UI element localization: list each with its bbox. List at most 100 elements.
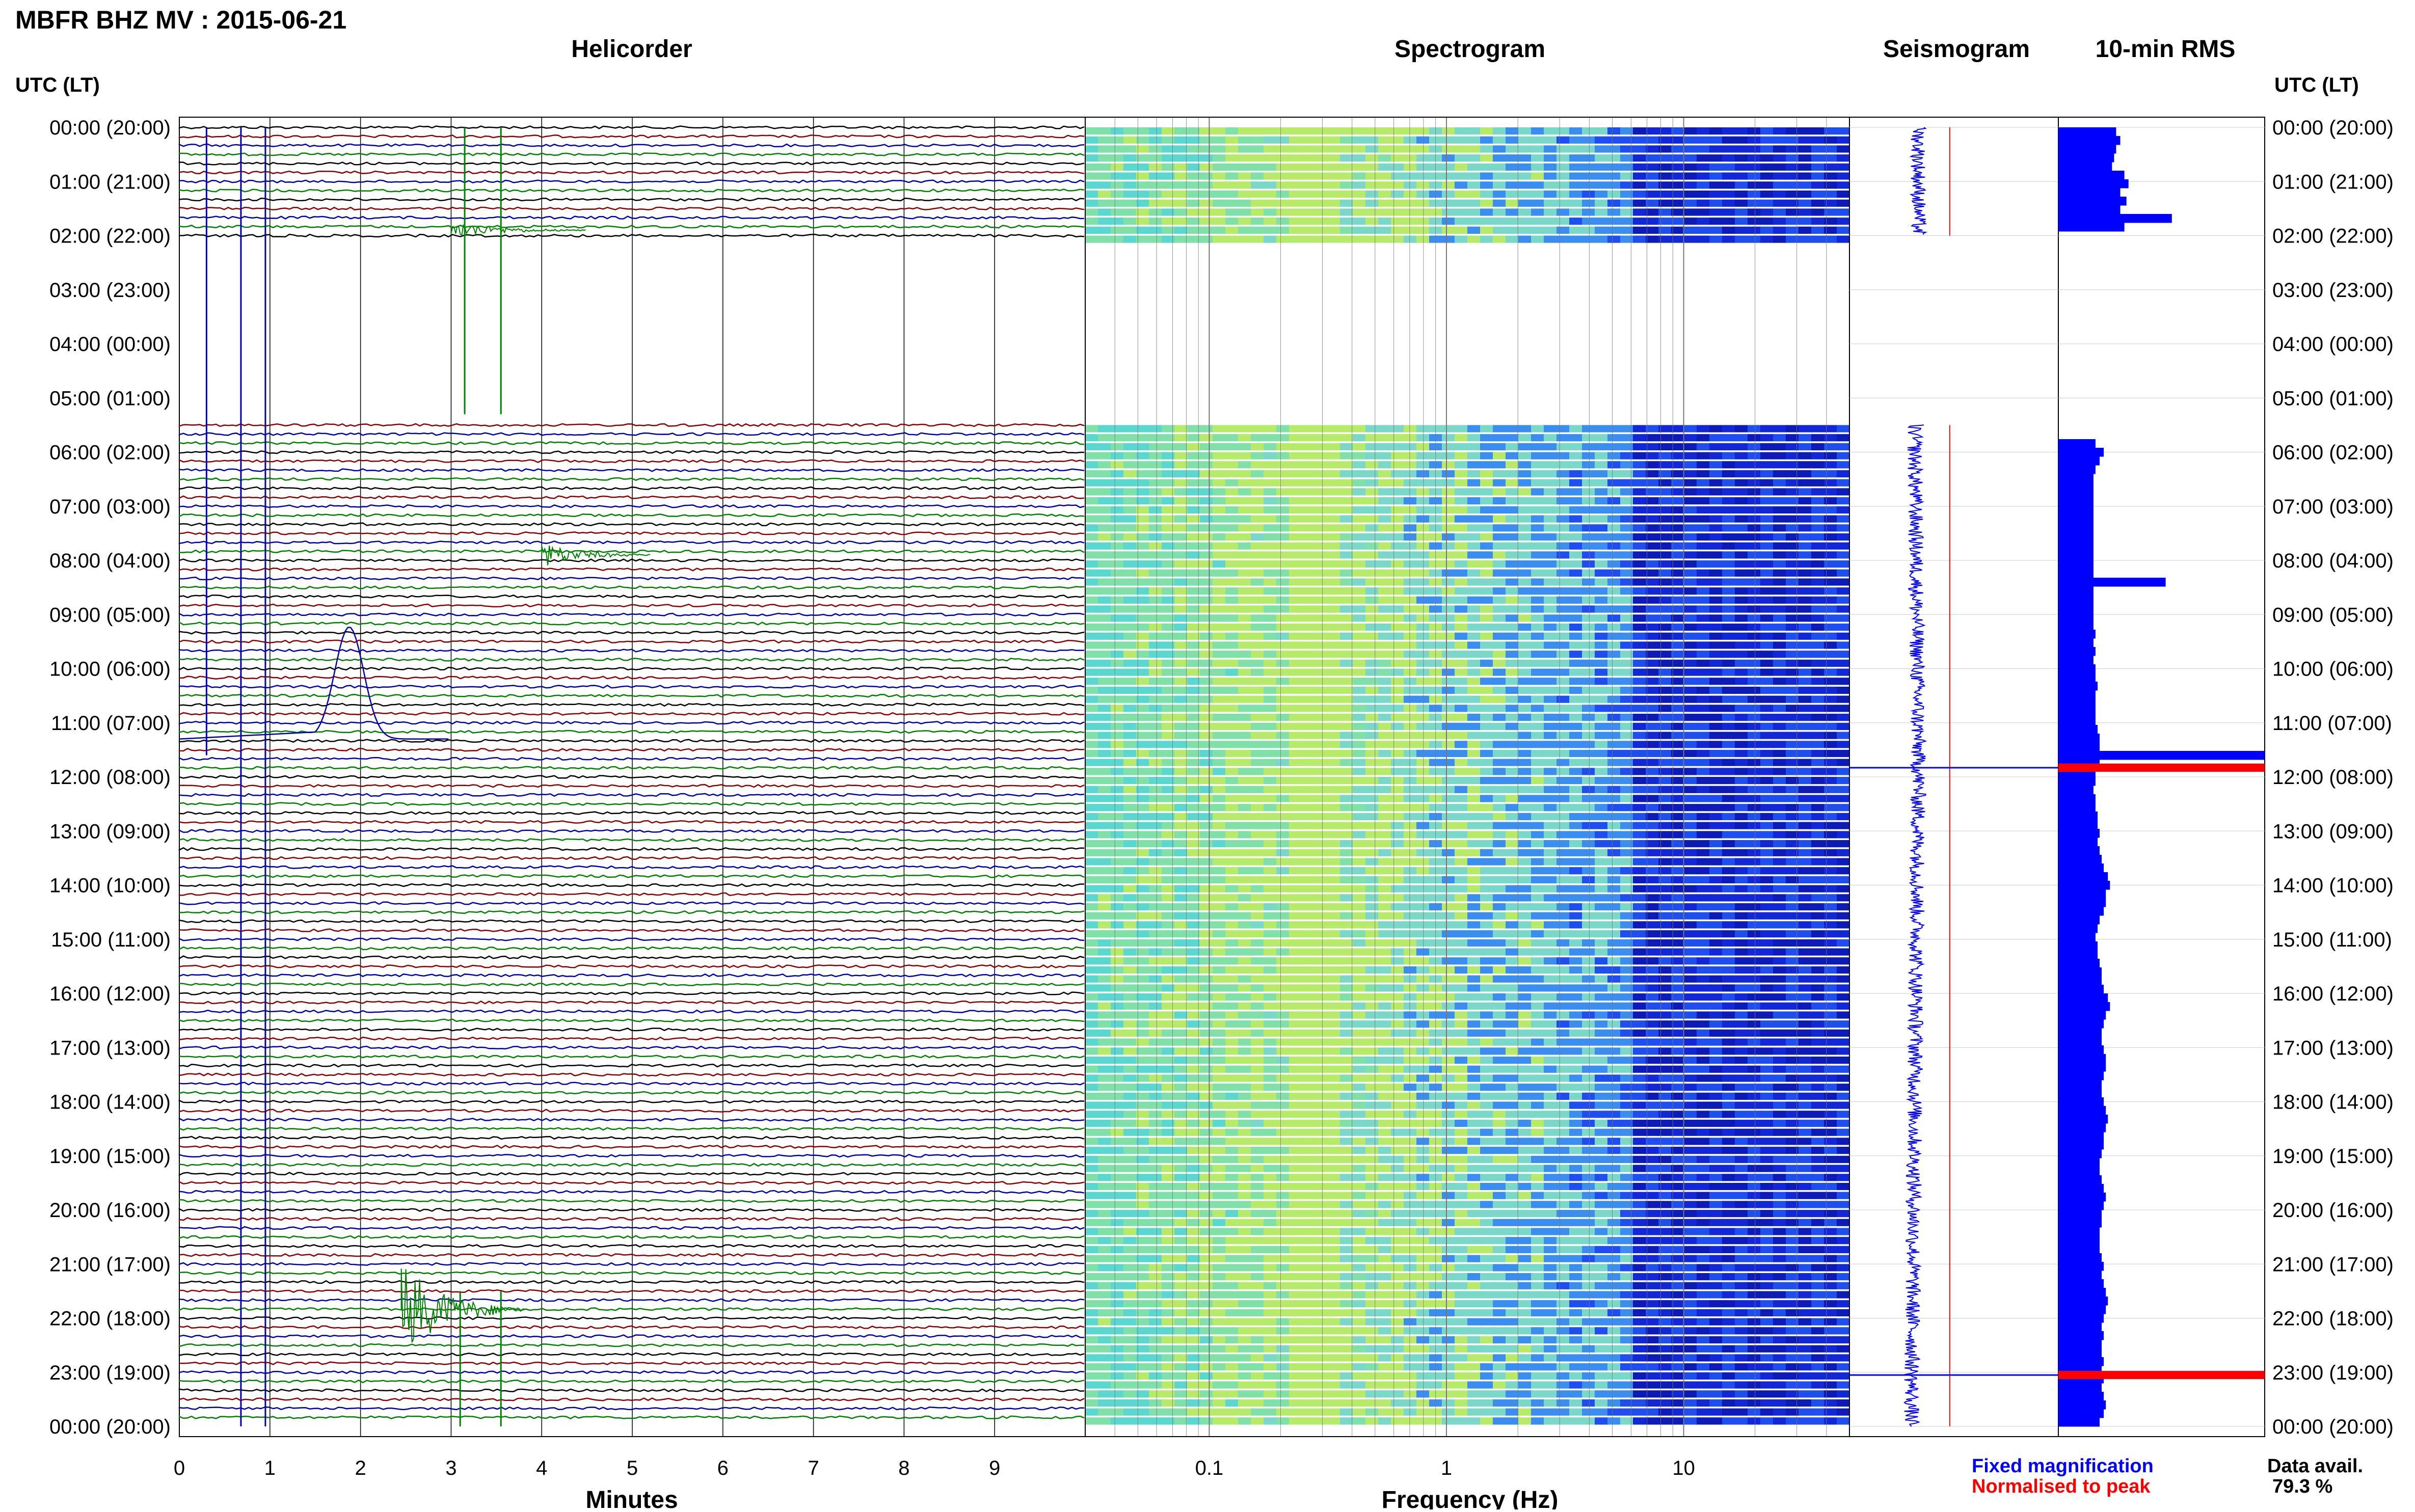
spectrogram-cell	[1824, 903, 1837, 910]
spectrogram-cell	[1200, 669, 1213, 676]
spectrogram-cell	[1264, 497, 1277, 504]
spectrogram-cell	[1238, 516, 1251, 523]
spectrogram-cell	[1238, 921, 1251, 928]
spectrogram-cell	[1455, 181, 1468, 188]
spectrogram-cell	[1811, 786, 1824, 793]
spectrogram-cell	[1404, 164, 1417, 171]
spectrogram-cell	[1276, 218, 1290, 225]
spectrogram-cell	[1162, 912, 1175, 920]
spectrogram-cell	[1557, 813, 1570, 820]
spectrogram-cell	[1709, 714, 1723, 721]
spectrogram-cell	[1506, 777, 1519, 784]
spectrogram-cell	[1658, 921, 1672, 928]
spectrogram-cell	[1353, 912, 1366, 920]
spectrogram-cell	[1607, 173, 1621, 180]
spectrogram-cell	[1480, 497, 1493, 504]
spectrogram-cell	[1136, 543, 1149, 550]
spectrogram-cell	[1391, 497, 1404, 504]
spectrogram-cell	[1760, 957, 1774, 964]
spectrogram-cell	[1748, 218, 1761, 225]
spectrogram-cell	[1213, 921, 1226, 928]
spectrogram-cell	[1506, 606, 1519, 613]
spectrogram-cell	[1722, 181, 1735, 188]
spectrogram-cell	[1314, 1003, 1328, 1010]
spectrogram-cell	[1162, 939, 1175, 947]
spectrogram-cell	[1276, 488, 1290, 495]
spectrogram-cell	[1264, 506, 1277, 514]
spectrogram-cell	[1799, 633, 1812, 640]
spectrogram-cell	[1264, 831, 1277, 838]
spectrogram-cell	[1276, 804, 1290, 811]
spectrogram-cell	[1276, 930, 1290, 937]
spectrogram-cell	[1697, 813, 1710, 820]
spectrogram-cell	[1557, 903, 1570, 910]
spectrogram-cell	[1085, 949, 1098, 956]
spectrogram-cell	[1136, 885, 1149, 893]
spectrogram-cell	[1735, 543, 1748, 550]
spectrogram-cell	[1314, 714, 1328, 721]
spectrogram-cell	[1098, 669, 1111, 676]
spectrogram-cell	[1365, 939, 1379, 947]
spectrogram-cell	[1595, 949, 1608, 956]
spectrogram-cell	[1353, 732, 1366, 739]
spectrogram-cell	[1697, 154, 1710, 161]
spectrogram-cell	[1799, 696, 1812, 703]
spectrogram-cell	[1748, 633, 1761, 640]
spectrogram-cell	[1646, 597, 1659, 604]
spectrogram-cell	[1620, 506, 1633, 514]
spectrogram-cell	[1760, 921, 1774, 928]
spectrogram-cell	[1111, 804, 1124, 811]
spectrogram-cell	[1353, 921, 1366, 928]
spectrogram-cell	[1302, 497, 1315, 504]
spectrogram-cell	[1595, 669, 1608, 676]
spectrogram-cell	[1225, 939, 1239, 947]
spectrogram-cell	[1531, 786, 1544, 793]
spectrogram-cell	[1709, 660, 1723, 667]
spectrogram-cell	[1149, 750, 1162, 757]
spectrogram-cell	[1174, 759, 1188, 766]
spectrogram-cell	[1251, 614, 1264, 622]
spectrogram-cell	[1455, 127, 1468, 134]
spectrogram-cell	[1811, 633, 1824, 640]
spectrogram-cell	[1174, 714, 1188, 721]
spectrogram-cell	[1162, 614, 1175, 622]
spectrogram-cell	[1404, 227, 1417, 234]
spectrogram-cell	[1799, 723, 1812, 730]
spectrogram-cell	[1404, 452, 1417, 460]
spectrogram-cell	[1200, 570, 1213, 577]
spectrogram-cell	[1123, 200, 1137, 207]
spectrogram-cell	[1251, 587, 1264, 595]
spectrogram-cell	[1544, 425, 1557, 432]
spectrogram-cell	[1314, 723, 1328, 730]
spectrogram-cell	[1760, 597, 1774, 604]
spectrogram-cell	[1302, 443, 1315, 450]
spectrogram-cell	[1404, 218, 1417, 225]
spectrogram-cell	[1697, 181, 1710, 188]
spectrogram-cell	[1442, 570, 1455, 577]
spectrogram-cell	[1085, 894, 1098, 901]
spectrogram-cell	[1544, 804, 1557, 811]
spectrogram-cell	[1213, 173, 1226, 180]
spectrogram-cell	[1455, 524, 1468, 531]
spectrogram-cell	[1123, 876, 1137, 883]
spectrogram-cell	[1633, 867, 1646, 874]
spectrogram-cell	[1646, 173, 1659, 180]
spectrogram-cell	[1646, 858, 1659, 865]
spectrogram-cell	[1404, 795, 1417, 802]
spectrogram-cell	[1824, 795, 1837, 802]
spectrogram-cell	[1493, 145, 1506, 152]
spectrogram-cell	[1404, 208, 1417, 215]
spectrogram-cell	[1314, 813, 1328, 820]
spectrogram-cell	[1824, 921, 1837, 928]
spectrogram-cell	[1467, 425, 1481, 432]
spectrogram-cell	[1416, 723, 1430, 730]
spectrogram-cell	[1353, 551, 1366, 558]
spectrogram-cell	[1378, 145, 1391, 152]
spectrogram-cell	[1493, 641, 1506, 649]
spectrogram-cell	[1837, 479, 1850, 487]
spectrogram-cell	[1404, 768, 1417, 775]
spectrogram-cell	[1760, 516, 1774, 523]
spectrogram-cell	[1607, 624, 1621, 631]
spectrogram-cell	[1404, 939, 1417, 947]
spectrogram-cell	[1340, 957, 1353, 964]
